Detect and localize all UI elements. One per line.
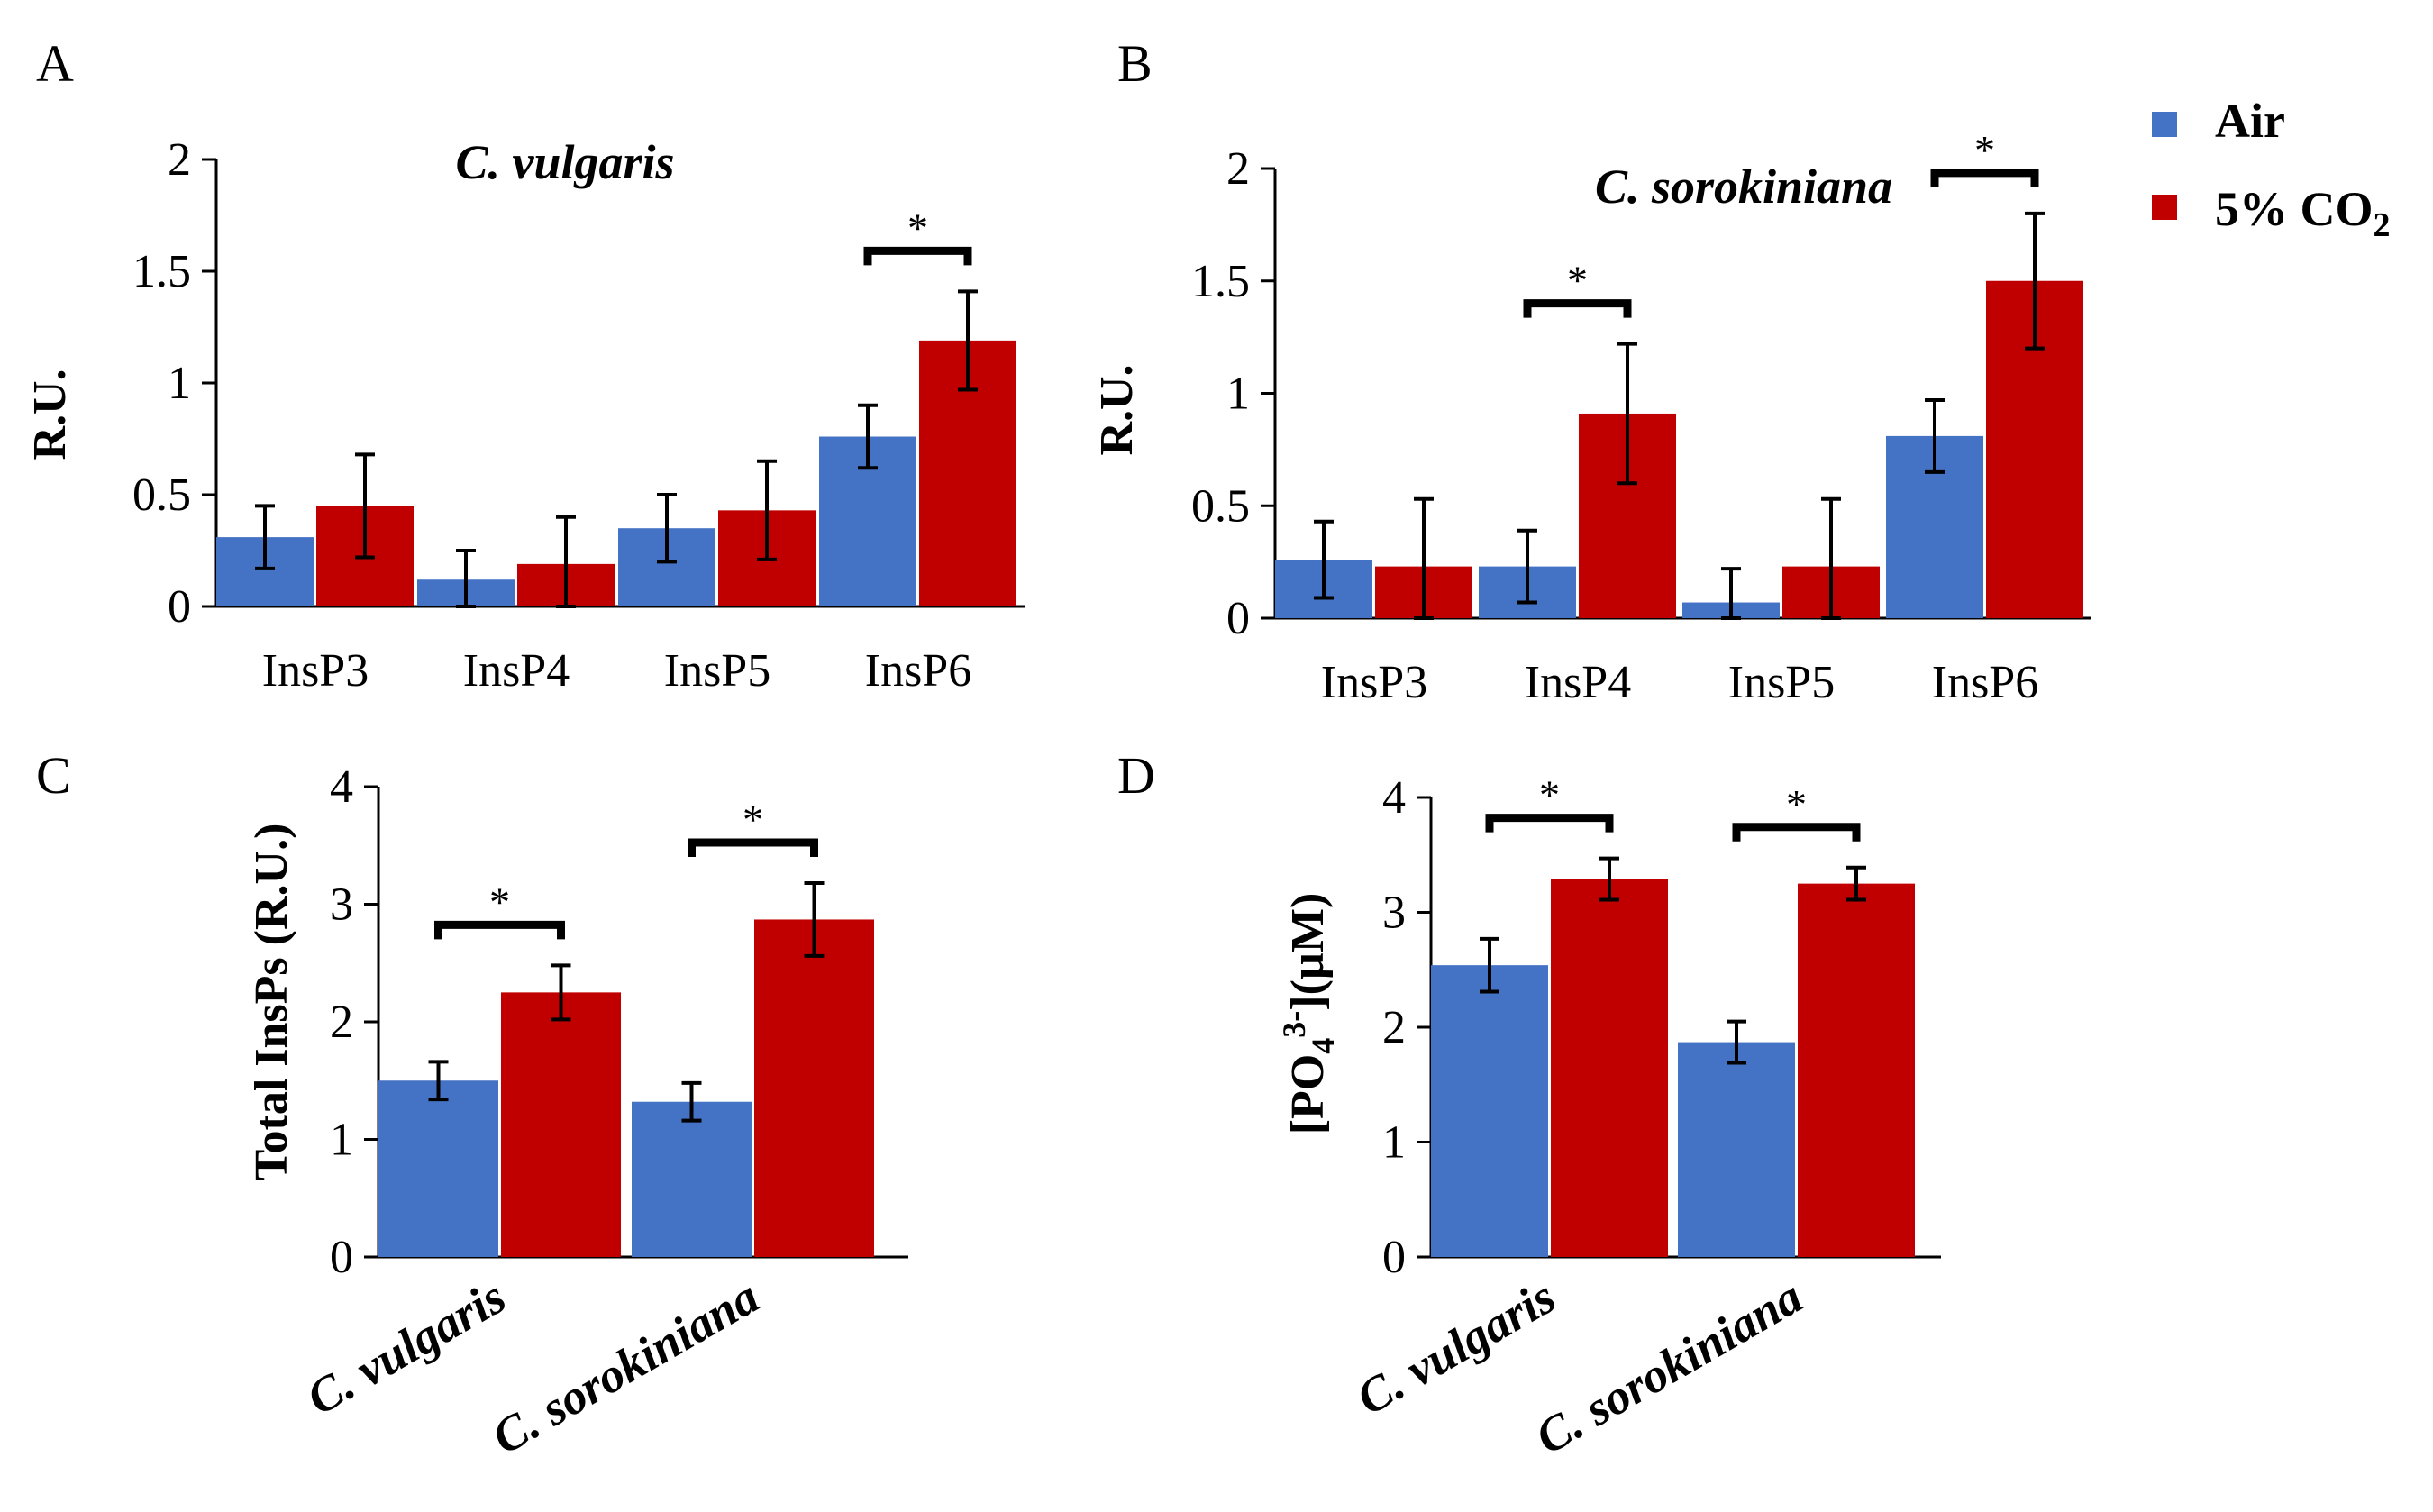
panel-a-title: C. vulgaris — [455, 135, 674, 189]
panel-b-y-tick-label: 1.5 — [1191, 256, 1250, 307]
panel-d-significance-star: * — [1539, 772, 1560, 818]
panel-d-y-tick-label: 3 — [1382, 888, 1406, 939]
chart-panel-a: C. vulgaris R.U. 0 0.5 1 1.5 2 InsP3 InsP4 InsP… — [24, 134, 1025, 697]
panel-a-significance-bracket — [863, 246, 972, 266]
panel-letter-b: B — [1117, 34, 1153, 93]
panel-d-bar — [1551, 879, 1668, 1257]
panel-c-ylabel: Total InsPs (R.U.) — [246, 824, 297, 1181]
panel-b-x-tick-label: InsP6 — [1932, 657, 2038, 708]
panel-d-ylabel: [PO43-](µM) — [1276, 893, 1341, 1135]
panel-letter-d: D — [1117, 746, 1155, 805]
chart-panel-d: [PO43-](µM) 0 1 2 3 4 C. vulgaris * C. sorokini… — [1276, 772, 1941, 1464]
panel-b-y-tick-label: 0.5 — [1191, 480, 1250, 532]
panel-a-x-tick-label: InsP5 — [664, 645, 770, 697]
panel-d-bar — [1678, 1042, 1795, 1257]
panel-a-y-tick-label: 1.5 — [132, 246, 191, 297]
panel-d-bar — [1798, 883, 1915, 1257]
panel-b-y-tick-label: 0 — [1226, 593, 1250, 644]
panel-b-x-tick-label: InsP5 — [1728, 657, 1835, 708]
panel-b-y-tick-label: 2 — [1226, 143, 1250, 195]
panel-c-y-tick-label: 1 — [330, 1115, 353, 1166]
panel-c-y-tick-label: 2 — [330, 997, 353, 1048]
panel-b-significance-star: * — [1567, 258, 1588, 304]
panel-a-x-tick-label: InsP4 — [463, 645, 570, 697]
legend-label-co2: 5% CO2 — [2215, 182, 2391, 244]
panel-c-x-tick-label: C. sorokiniana — [483, 1269, 768, 1464]
panel-letter-c: C — [36, 746, 71, 805]
panel-b-significance-star: * — [1974, 127, 1995, 173]
panel-d-x-tick-label: C. vulgaris — [1348, 1269, 1564, 1425]
panel-c-significance-bracket — [688, 838, 818, 858]
panel-b-significance-bracket — [1523, 299, 1632, 318]
panel-d-significance-star: * — [1786, 781, 1807, 827]
legend-swatch-air — [2152, 112, 2177, 137]
panel-a-y-tick-label: 1 — [168, 358, 191, 409]
legend: Air 5% CO2 — [2152, 94, 2391, 244]
panel-b-x-tick-label: InsP4 — [1525, 657, 1631, 708]
panel-d-significance-bracket — [1485, 814, 1614, 833]
panel-c-y-tick-label: 3 — [330, 879, 353, 931]
panel-d-y-tick-label: 1 — [1382, 1117, 1406, 1169]
panel-d-significance-bracket — [1732, 823, 1861, 842]
panel-c-bar — [501, 992, 621, 1257]
panel-a-x-tick-label: InsP3 — [262, 645, 369, 697]
panel-d-x-tick-label: C. sorokiniana — [1526, 1269, 1811, 1464]
legend-swatch-co2 — [2152, 195, 2177, 220]
legend-label-air: Air — [2215, 94, 2285, 148]
panel-d-y-tick-label: 4 — [1382, 772, 1406, 824]
panel-c-bar — [378, 1080, 498, 1257]
panel-b-significance-bracket — [1930, 169, 2039, 187]
panel-c-bar — [632, 1101, 752, 1257]
panel-a-significance-star: * — [907, 205, 928, 250]
panel-letter-a: A — [36, 34, 74, 93]
panel-a-ylabel: R.U. — [24, 369, 76, 460]
panel-b-y-tick-label: 1 — [1226, 369, 1250, 420]
panel-a-x-tick-label: InsP6 — [865, 645, 971, 697]
panel-d-y-tick-label: 0 — [1382, 1232, 1406, 1283]
panel-d-bar — [1431, 965, 1548, 1257]
panel-c-significance-star: * — [743, 797, 763, 843]
panel-b-title: C. sorokiniana — [1595, 159, 1892, 214]
panel-d-y-tick-label: 2 — [1382, 1002, 1406, 1053]
panel-a-y-tick-label: 0.5 — [132, 469, 191, 521]
panel-c-x-tick-label: C. vulgaris — [298, 1269, 515, 1425]
panel-c-bar — [754, 919, 874, 1257]
panel-c-significance-bracket — [434, 920, 565, 940]
chart-panel-b: C. sorokiniana R.U. 0 0.5 1 1.5 2 InsP3 InsP4 *… — [1091, 127, 2091, 708]
panel-a-y-tick-label: 0 — [168, 581, 191, 633]
panel-c-significance-star: * — [489, 879, 510, 925]
panel-c-y-tick-label: 4 — [330, 761, 353, 813]
panel-b-x-tick-label: InsP3 — [1321, 657, 1427, 708]
chart-panel-c: Total InsPs (R.U.) 0 1 2 3 4 C. vulgaris * C. s… — [246, 761, 908, 1464]
panel-a-y-tick-label: 2 — [168, 134, 191, 186]
panel-c-y-tick-label: 0 — [330, 1232, 353, 1283]
panel-b-ylabel: R.U. — [1091, 364, 1143, 455]
